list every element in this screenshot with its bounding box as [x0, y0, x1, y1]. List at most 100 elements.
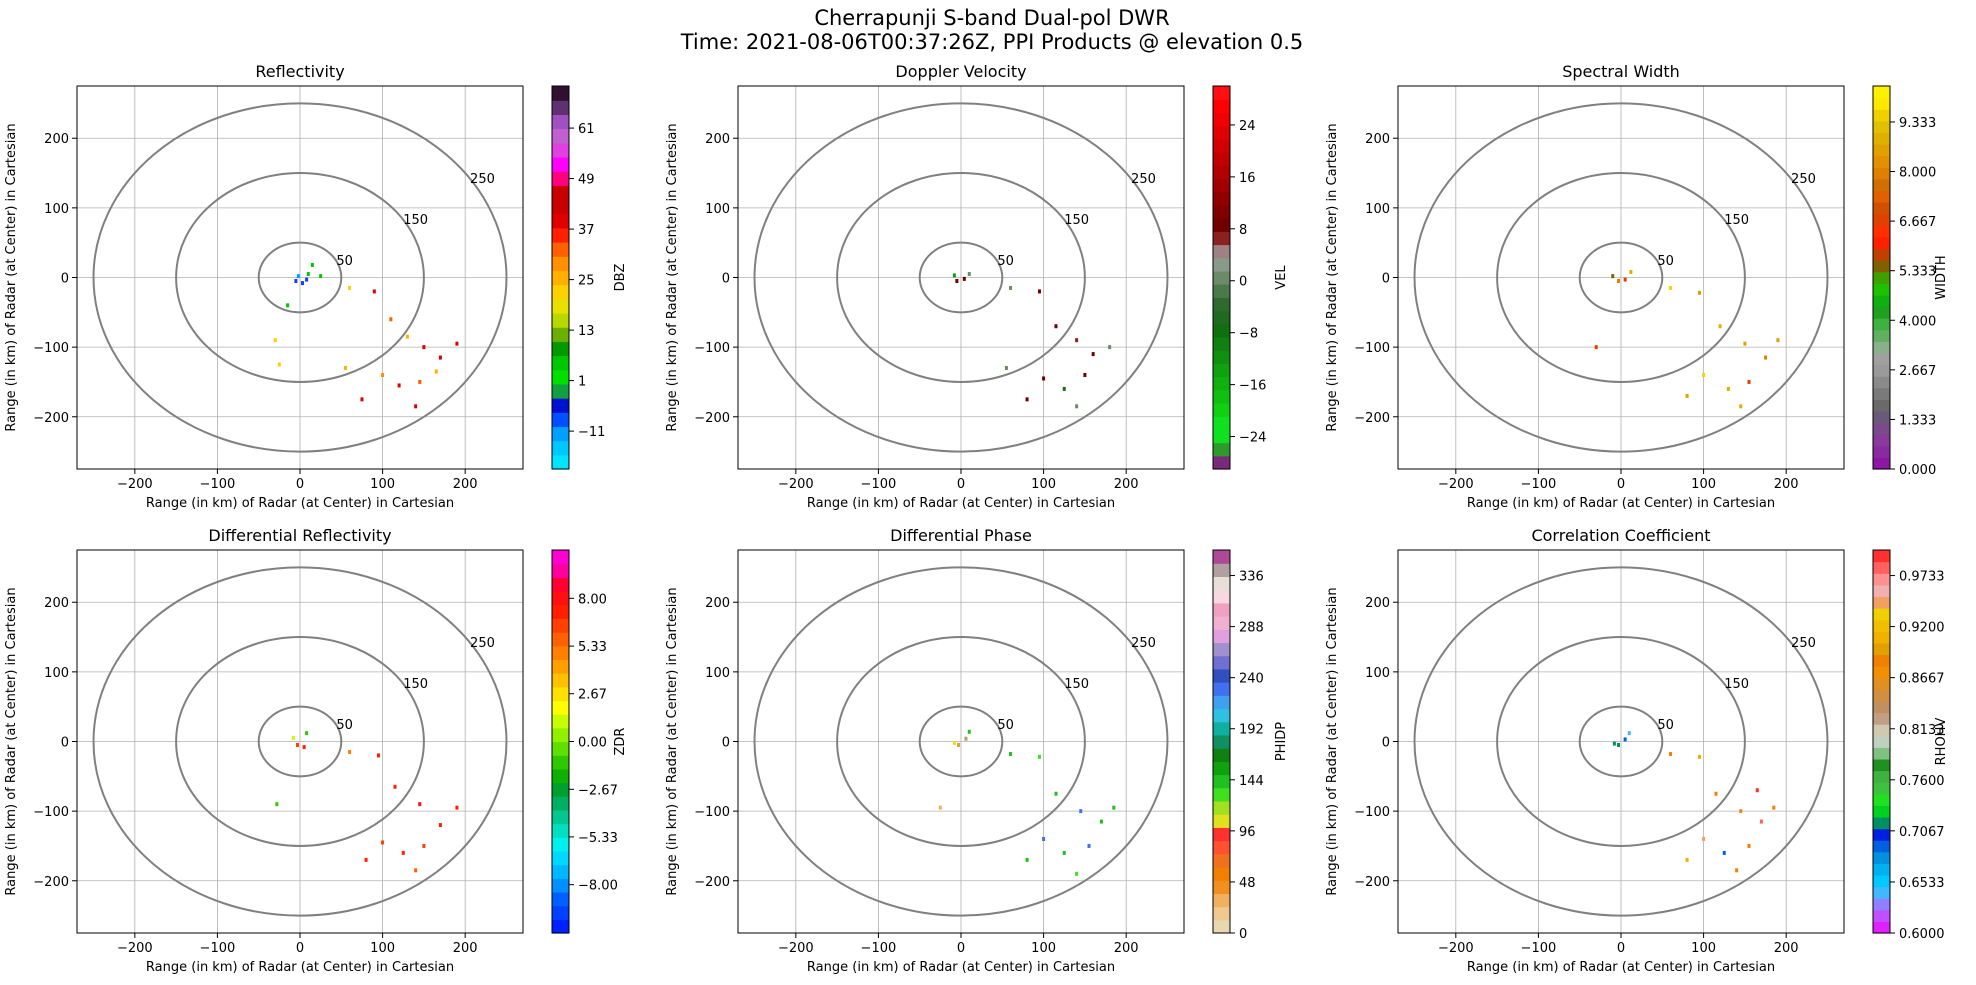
colorbar-segment	[1213, 748, 1230, 762]
echo-point	[1617, 742, 1621, 747]
y-tick-label: 0	[1382, 272, 1390, 287]
ring-label: 50	[997, 254, 1014, 269]
colorbar-frame	[1212, 85, 1231, 470]
ring-label: 250	[1791, 636, 1816, 651]
colorbar-segment	[552, 686, 569, 702]
colorbar-segment	[1873, 294, 1890, 308]
echo-point	[1735, 868, 1739, 873]
x-axis-label: Range (in km) of Radar (at Center) in Ca…	[1467, 496, 1775, 511]
y-tick-label: 100	[44, 202, 69, 217]
y-axis-label: Range (in km) of Radar (at Center) in Ca…	[665, 123, 680, 431]
echo-point	[1623, 737, 1627, 742]
echo-point	[1755, 788, 1759, 793]
echo-point	[1009, 285, 1013, 290]
colorbar: −11 1 13 25 37 49 61 DBZ	[551, 85, 628, 470]
colorbar-tick-label: 49	[578, 173, 595, 188]
range-ring	[1496, 172, 1746, 383]
echo-point	[302, 745, 306, 750]
echo-point	[1075, 338, 1079, 343]
x-tick-label: 200	[1114, 477, 1139, 492]
colorbar-segment	[552, 905, 569, 920]
colorbar-segment	[1213, 721, 1230, 736]
colorbar-segment	[1873, 260, 1890, 273]
colorbar-segment	[1873, 608, 1890, 621]
colorbar-segment	[1213, 616, 1230, 630]
range-ring	[918, 241, 1004, 314]
echo-point	[1091, 352, 1095, 357]
colorbar-tick-label: 0.8133	[1899, 723, 1945, 738]
range-ring	[175, 636, 425, 847]
echo-point	[1697, 290, 1701, 295]
echo-point	[1759, 819, 1763, 824]
ring-label: 250	[1131, 172, 1156, 187]
colorbar-segment	[1873, 631, 1890, 644]
echo-point	[1025, 857, 1029, 862]
echo-point	[1037, 289, 1041, 294]
y-tick-label: 100	[705, 666, 730, 681]
echo-point	[1054, 791, 1058, 796]
colorbar-tick-label: 13	[578, 324, 595, 339]
colorbar-segment	[1213, 244, 1230, 259]
colorbar-segment	[1213, 602, 1230, 617]
y-tick-label: 200	[44, 596, 69, 611]
x-tick-label: 100	[370, 941, 395, 956]
echo-point	[401, 850, 405, 855]
colorbar-segment	[1213, 919, 1230, 934]
range-rings	[1413, 566, 1829, 917]
colorbar-tick-label: 288	[1239, 621, 1264, 636]
echo-point	[967, 729, 971, 734]
colorbar-segment	[1213, 576, 1230, 591]
colorbar-segment	[1213, 800, 1230, 815]
colorbar-segment	[1873, 782, 1890, 795]
colorbar-segment	[552, 298, 569, 314]
echo-point	[348, 749, 352, 754]
y-tick-label: 100	[1365, 666, 1390, 681]
ring-label: 150	[403, 677, 428, 692]
x-tick-label: 100	[1691, 941, 1716, 956]
echo-point	[372, 289, 376, 294]
colorbar-segment	[1213, 655, 1230, 670]
echo-point	[319, 274, 323, 279]
echo-point	[957, 742, 961, 747]
colorbar-label: VEL	[1274, 265, 1289, 290]
x-tick-label: 100	[370, 477, 395, 492]
colorbar-segment	[1873, 364, 1890, 377]
echo-point	[1776, 338, 1780, 343]
x-tick-label: −200	[117, 941, 153, 956]
colorbar: 0.000 1.333 2.667 4.000 5.333 6.667 8.000 9.333…	[1872, 85, 1949, 478]
x-tick-label: −200	[1438, 941, 1474, 956]
x-tick-label: −100	[861, 477, 897, 492]
colorbar-segment	[1213, 589, 1230, 604]
echo-points	[938, 729, 1116, 876]
echo-point	[1669, 752, 1673, 757]
colorbar-segment	[552, 440, 569, 456]
ring-label: 150	[1724, 213, 1749, 228]
colorbar-segment	[552, 550, 569, 565]
colorbar-tick-label: 0.9733	[1899, 570, 1945, 585]
echo-points	[273, 262, 459, 409]
colorbar-segment	[552, 199, 569, 215]
colorbar-tick-label: 336	[1239, 570, 1264, 585]
y-tick-label: 0	[722, 272, 730, 287]
colorbar-tick-label: 0.000	[1899, 463, 1936, 478]
colorbar-segment	[1213, 893, 1230, 908]
echo-point	[296, 742, 300, 747]
colorbar-tick-label: 0	[1239, 927, 1247, 942]
colorbar-segment	[1873, 712, 1890, 725]
colorbar-tick-label: 96	[1239, 825, 1256, 840]
ring-label: 50	[1657, 254, 1674, 269]
y-tick-label: −100	[33, 805, 69, 820]
colorbar-segment	[1213, 323, 1230, 338]
echo-point	[275, 802, 279, 807]
echo-point	[1079, 809, 1083, 814]
echo-point	[389, 317, 393, 322]
x-axis-label: Range (in km) of Radar (at Center) in Ca…	[807, 496, 1115, 511]
colorbar-tick-label: 37	[578, 223, 595, 238]
colorbar-segment	[552, 114, 569, 130]
colorbar-segment	[1873, 248, 1890, 261]
colorbar-tick-label: 2.67	[578, 688, 607, 703]
range-ring	[1578, 241, 1664, 314]
colorbar-frame	[1212, 549, 1231, 934]
colorbar-segment	[552, 242, 569, 257]
colorbar-segment	[1213, 682, 1230, 696]
